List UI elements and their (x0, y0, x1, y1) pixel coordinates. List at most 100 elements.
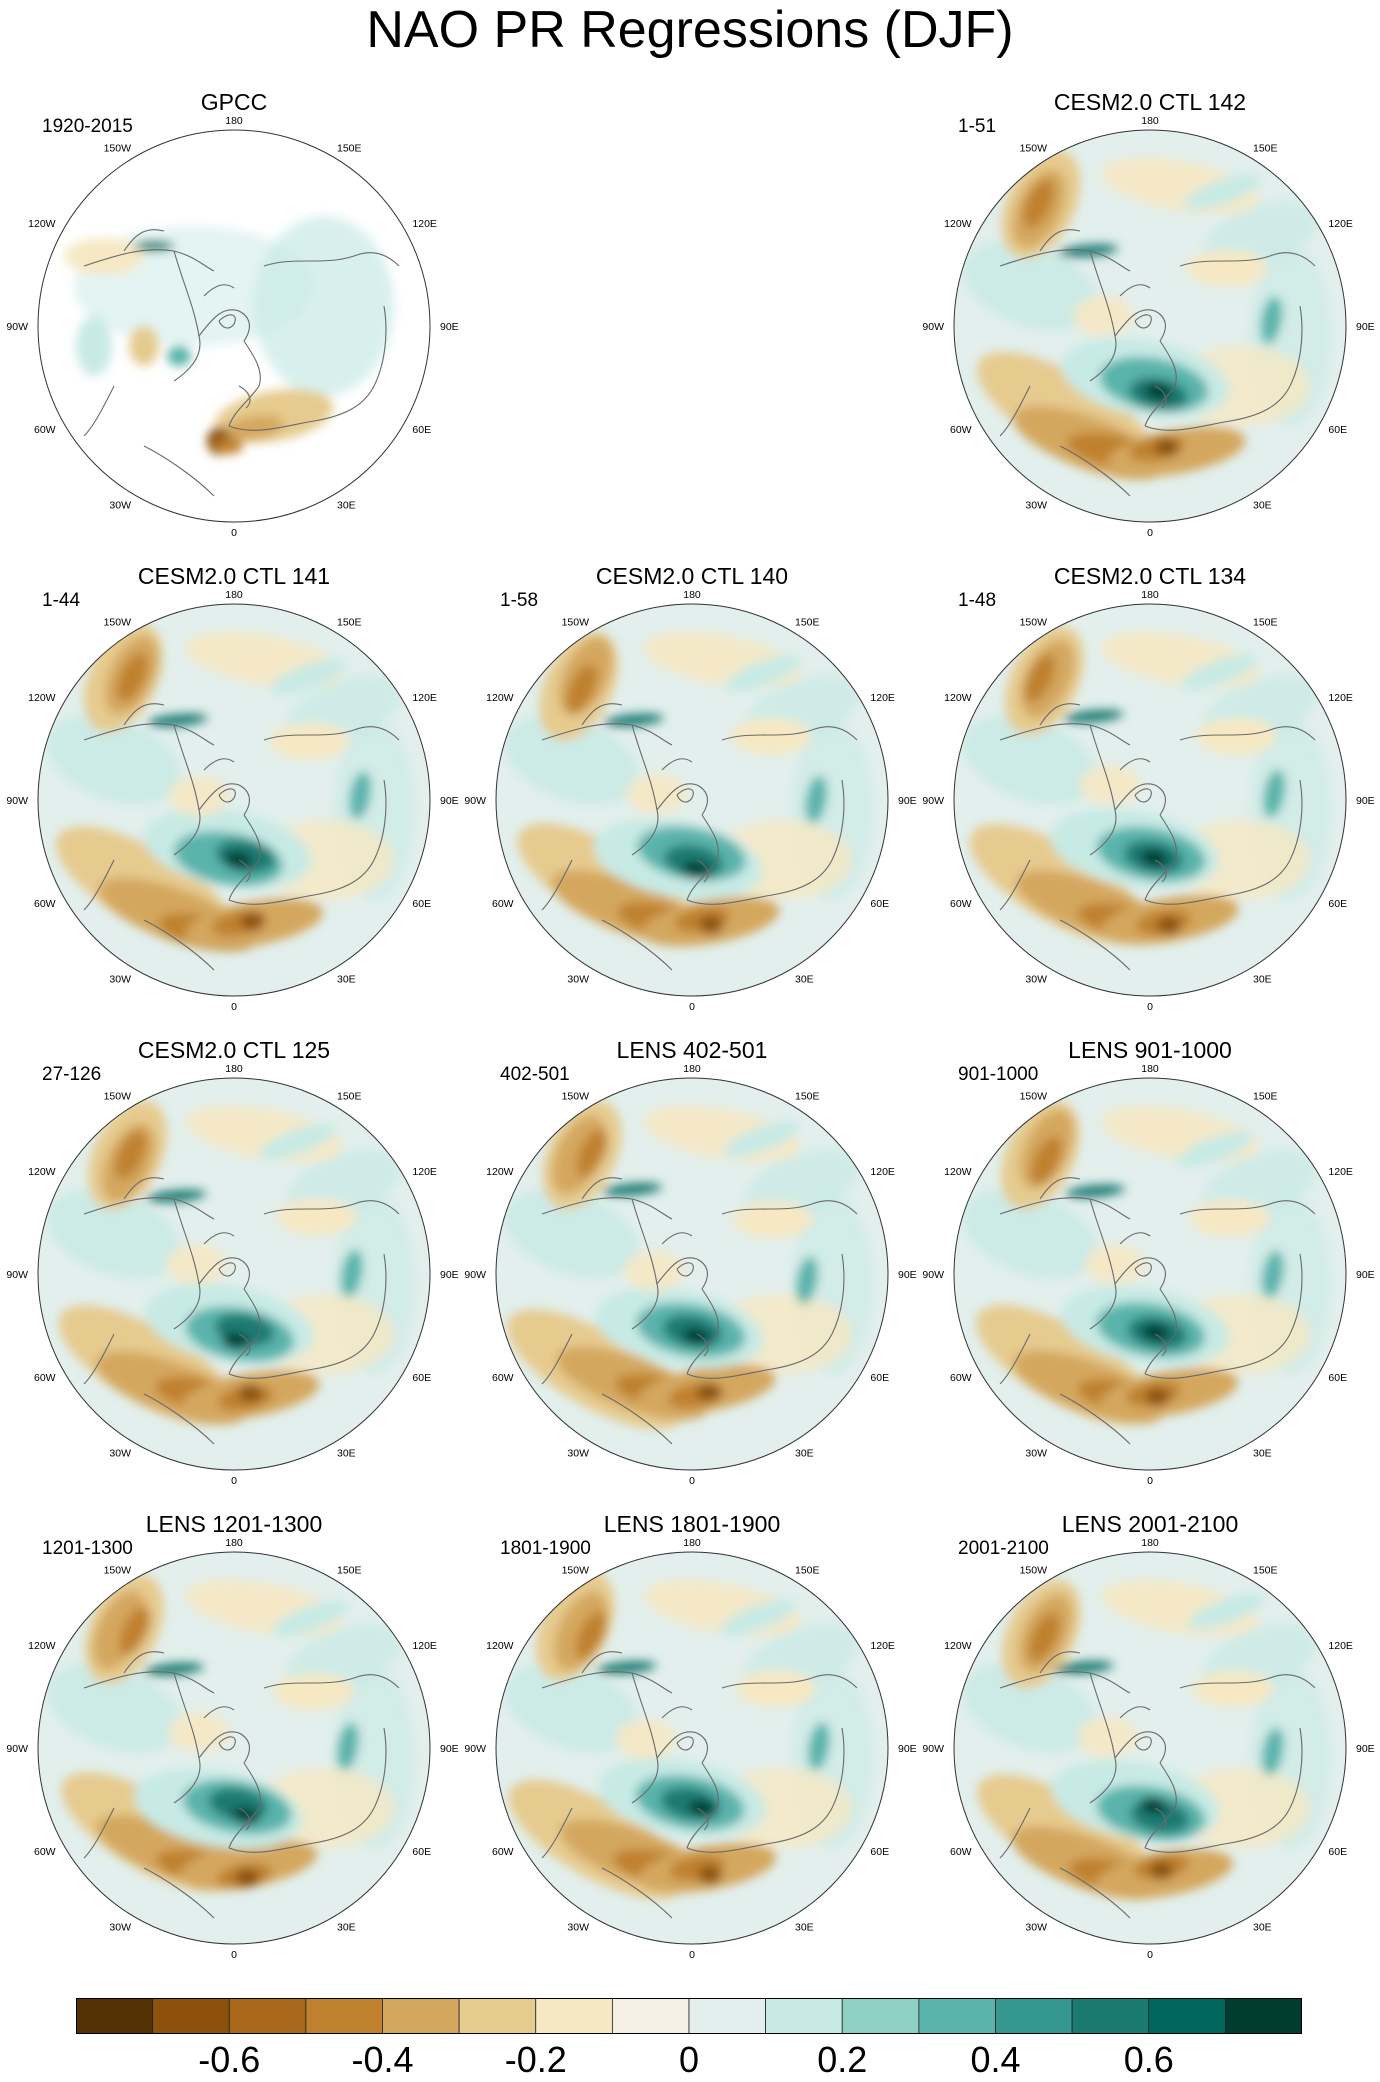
coastline (1179, 1200, 1316, 1215)
field-contour (805, 775, 827, 824)
panel-title: CESM2.0 CTL 140 (595, 563, 789, 589)
colorbar-frame (76, 1998, 1302, 2034)
coastline (228, 1333, 375, 1379)
coastline (1039, 1651, 1081, 1674)
coastline (541, 723, 673, 746)
map-panel: CESM2.0 CTL 142 1-51 180 150E 120E 90E 60E 30E 0… (920, 88, 1380, 568)
field-contour (504, 1189, 640, 1279)
longitude-label: 30E (1253, 499, 1272, 511)
longitude-label: 0 (689, 1001, 695, 1013)
colorbar-box (305, 1998, 383, 2034)
field-contour (231, 1807, 260, 1825)
coastline (373, 305, 387, 387)
colorbar-box (1148, 1998, 1226, 2034)
panel-period: 1801-1900 (500, 1538, 591, 1559)
coastline (1144, 385, 1291, 431)
colorbar-tick-label: 0.4 (970, 2039, 1021, 2080)
field-contour (1065, 1184, 1125, 1198)
field-contour (1262, 1250, 1284, 1299)
field-layer (496, 1552, 888, 1944)
field-contour (596, 1661, 657, 1675)
longitude-label: 30W (109, 1447, 131, 1459)
coastline (83, 1671, 215, 1694)
coastline (1059, 1867, 1131, 1919)
coastline (228, 1762, 261, 1849)
coastline (123, 703, 165, 726)
coastline (1144, 1762, 1177, 1849)
map-panel: CESM2.0 CTL 125 27-126 180 150E 120E 90E 60E 30… (4, 1036, 464, 1516)
longitude-label: 150W (104, 617, 132, 629)
longitude-label: 60W (950, 1846, 972, 1858)
longitude-label: 90W (464, 1269, 486, 1281)
map-boundary (37, 129, 431, 523)
coastline (238, 1807, 251, 1831)
longitude-label: 30E (1253, 1921, 1272, 1933)
field-contour (273, 1673, 354, 1710)
field-contour (235, 1868, 260, 1887)
coastline (581, 703, 623, 726)
coastline (198, 1731, 250, 1764)
longitude-label: 120W (28, 218, 56, 230)
field-contour (1073, 296, 1134, 337)
longitude-label: 120E (1328, 218, 1353, 230)
coastlines (83, 1651, 400, 1919)
field-contour (64, 238, 144, 274)
longitude-label: 120E (412, 1640, 437, 1652)
coastline (696, 1807, 709, 1831)
coastline (1039, 1177, 1081, 1200)
field-contour (615, 1719, 676, 1760)
longitude-label: 30E (337, 1921, 356, 1933)
longitude-label: 0 (1147, 527, 1153, 539)
field-contour (796, 1256, 818, 1305)
longitude-label: 90W (922, 1743, 944, 1755)
longitude-label: 120E (1328, 1166, 1353, 1178)
coastline (83, 859, 115, 911)
colorbar-box (1224, 1998, 1302, 2034)
coastline (1114, 783, 1166, 816)
coastline (203, 284, 235, 297)
field-contour (722, 1121, 799, 1158)
field-contour (1189, 1200, 1270, 1237)
polar-map: 180 150E 120E 90E 60E 30E 0 30W 60W 90W 120W 150W (922, 589, 1375, 1013)
field-contour (1192, 1671, 1273, 1708)
longitude-label: 60E (412, 1372, 431, 1384)
coastline (238, 1333, 251, 1357)
longitude-label: 150W (1020, 617, 1048, 629)
field-contour (1077, 1717, 1138, 1758)
panel-period: 1201-1300 (42, 1538, 133, 1559)
coastline (83, 723, 215, 746)
field-contour (349, 771, 371, 820)
polar-map: 180 150E 120E 90E 60E 30E 0 30W 60W 90W 120W 150W (922, 1537, 1374, 1961)
coastline (123, 1651, 165, 1674)
coastline (656, 783, 708, 816)
polar-map: 180 150E 120E 90E 60E 30E 0 30W 60W 90W 120W 150W (464, 1537, 917, 1961)
map-boundary (953, 1077, 1347, 1471)
field-contour (143, 1662, 204, 1676)
field-contour (1030, 1136, 1062, 1185)
map-panel: CESM2.0 CTL 134 1-48 180 150E 120E 90E 60E 30E 0… (920, 562, 1380, 1042)
coastline (143, 1867, 215, 1919)
coastline (218, 314, 236, 329)
panel-period: 1-51 (958, 116, 997, 137)
longitude-label: 90E (440, 321, 459, 333)
coastline (999, 385, 1031, 437)
coastline (601, 1393, 673, 1445)
longitude-label: 60W (492, 898, 514, 910)
field-layer (496, 604, 888, 996)
field-contour (602, 1182, 662, 1196)
polar-map: 180 150E 120E 90E 60E 30E 0 30W 60W 90W 120W 150W (6, 1063, 458, 1487)
coastline (696, 1333, 709, 1357)
field-contour (962, 241, 1098, 331)
coastline (1059, 445, 1131, 497)
colorbar-tick-label: -0.2 (504, 2039, 567, 2080)
polar-map: 180 150E 120E 90E 60E 30E 0 30W 60W 90W 120W 150W (464, 589, 916, 1013)
longitude-label: 90E (898, 1743, 917, 1755)
panel-title: CESM2.0 CTL 134 (1053, 563, 1247, 589)
coastline (1134, 1736, 1152, 1751)
field-contour (46, 1663, 182, 1753)
longitude-label: 90E (1356, 795, 1375, 807)
colorbar-tick-label: -0.4 (351, 2039, 414, 2080)
coastline (203, 1706, 235, 1719)
colorbar-tick-label: 0.2 (817, 2039, 868, 2080)
longitude-label: 180 (225, 115, 243, 127)
